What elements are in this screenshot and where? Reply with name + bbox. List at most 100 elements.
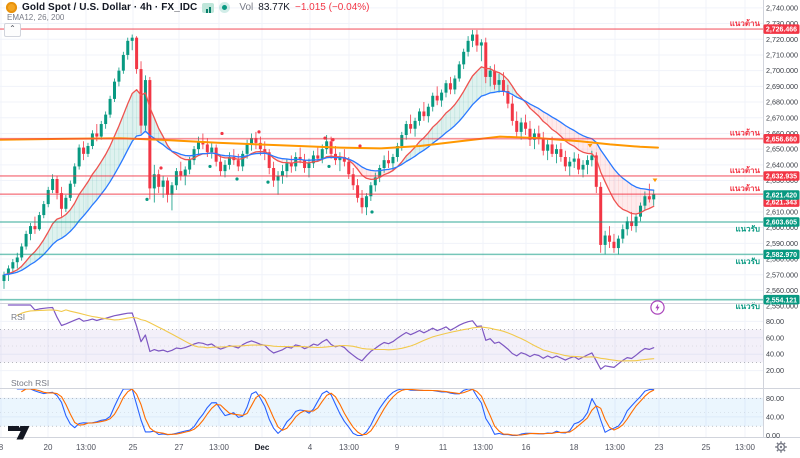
- time-axis-label: 8: [0, 443, 4, 452]
- boost-icon[interactable]: [649, 299, 666, 321]
- candle-body: [471, 34, 475, 41]
- sell-dot: [257, 130, 261, 134]
- candle-body: [236, 160, 240, 167]
- level-line-support[interactable]: แนวรับ: [0, 253, 763, 266]
- candle-body: [73, 166, 77, 184]
- candle-body: [466, 40, 470, 52]
- candle-body: [457, 64, 461, 79]
- level-price-badge: 2,582.970: [763, 249, 800, 260]
- badge-text: 2,582.970: [766, 252, 797, 259]
- badge-bg: [763, 249, 800, 260]
- rsi-scale-label: 20.00: [766, 366, 784, 375]
- candle-body: [64, 197, 68, 209]
- price-scale-label: 2,660.000: [766, 129, 798, 138]
- time-axis[interactable]: 8 20 13:00 25 27 13:00 Dec 4 13:00 9 11 13:00 16 18 13…: [0, 443, 756, 452]
- symbol-title[interactable]: Gold Spot / U.S. Dollar · 4h · FX_IDC: [22, 2, 198, 13]
- candle-body: [263, 149, 267, 153]
- level-line-resistance[interactable]: แนวต้าน: [0, 18, 763, 30]
- ema12-line: [3, 66, 655, 276]
- candle-body: [250, 138, 254, 145]
- buy-dot: [370, 210, 374, 214]
- time-axis-label: 25: [702, 443, 711, 452]
- badge-text: 2,656.660: [766, 136, 797, 143]
- candle-body: [166, 180, 170, 195]
- candle-body: [338, 157, 342, 161]
- candle-body: [219, 161, 223, 172]
- rsi-pane-label[interactable]: RSI: [11, 312, 26, 322]
- candle-body: [572, 158, 576, 162]
- level-line-resistance[interactable]: แนวต้าน: [0, 183, 763, 195]
- ribbon-seg: [578, 133, 584, 153]
- gold-coin-icon: [6, 2, 17, 13]
- candle-body: [603, 235, 607, 245]
- price-scale-label: 2,570.000: [766, 270, 798, 279]
- time-axis-label: 25: [129, 443, 138, 452]
- arrow-marker[interactable]: [652, 178, 658, 183]
- market-status-icon[interactable]: [219, 2, 231, 13]
- tradingview-logo[interactable]: [8, 424, 34, 445]
- level-line-support[interactable]: แนวรับ: [0, 221, 763, 234]
- line-handle-button[interactable]: ⌃: [4, 23, 21, 37]
- time-axis-label: 27: [175, 443, 184, 452]
- badge-bg: [763, 171, 800, 181]
- rsi-ma-line: [16, 309, 655, 362]
- candle-body: [404, 124, 408, 136]
- price-scale-label: 2,720.000: [766, 35, 798, 44]
- level-line-resistance[interactable]: แนวต้าน: [0, 165, 763, 177]
- arrow-marker[interactable]: [587, 144, 593, 148]
- ribbon-seg: [618, 173, 623, 210]
- candle-body: [267, 152, 271, 168]
- candle-body: [289, 163, 293, 167]
- price-scale-label: 2,590.000: [766, 239, 798, 248]
- price-scale-label: 2,600.000: [766, 223, 798, 232]
- candle-body: [528, 128, 532, 140]
- volume-value: 83.77K: [258, 2, 290, 13]
- candle-body: [594, 155, 598, 187]
- candle-body: [258, 142, 262, 150]
- level-label: แนวรับ: [736, 302, 761, 311]
- chart-type-icon[interactable]: [202, 2, 215, 13]
- ribbon-seg: [569, 127, 575, 147]
- candle-body: [59, 193, 63, 209]
- candle-body: [630, 221, 634, 227]
- price-scale-label: 2,730.000: [766, 19, 798, 28]
- grid: [0, 0, 763, 437]
- axis-settings-gear-icon[interactable]: [774, 440, 788, 458]
- candle-body: [126, 40, 130, 55]
- candle-body: [42, 204, 46, 216]
- candle-body: [24, 233, 28, 247]
- candle-body: [77, 147, 81, 167]
- candle-body: [157, 174, 161, 187]
- candle-body: [568, 161, 572, 167]
- ema-legend[interactable]: EMA12, 26, 200: [7, 13, 65, 22]
- candle-body: [590, 155, 594, 161]
- chart-header: Gold Spot / U.S. Dollar · 4h · FX_IDC Vo…: [6, 2, 369, 13]
- candle-body: [108, 98, 112, 115]
- candle-body: [51, 178, 55, 190]
- candle-body: [647, 196, 651, 200]
- level-line-support[interactable]: แนวรับ: [0, 298, 763, 312]
- price-scale-label: 2,680.000: [766, 98, 798, 107]
- candle-body: [585, 160, 589, 165]
- level-line-resistance[interactable]: แนวต้าน: [0, 128, 763, 140]
- time-axis-label: 11: [439, 443, 448, 452]
- badge-text: 2,621.343: [766, 200, 797, 207]
- candle-body: [245, 144, 249, 154]
- rsi-band: [0, 329, 763, 363]
- candle-body: [2, 274, 6, 282]
- candle-body: [276, 175, 280, 181]
- price-scale-label: 2,740.000: [766, 3, 798, 12]
- badge-text: 2,726.466: [766, 27, 797, 34]
- candle-body: [387, 160, 391, 164]
- stoch-rsi-pane-label[interactable]: Stoch RSI: [11, 378, 50, 388]
- stoch-d-line: [21, 388, 655, 436]
- candle-body: [196, 141, 200, 150]
- level-label: แนวรับ: [736, 257, 761, 266]
- ema26-line: [3, 90, 655, 276]
- badge-text: 2,621.420: [766, 193, 797, 200]
- candle-body: [652, 194, 656, 200]
- buy-dot: [235, 177, 239, 181]
- candle-body: [320, 149, 324, 159]
- candle-body: [188, 160, 192, 170]
